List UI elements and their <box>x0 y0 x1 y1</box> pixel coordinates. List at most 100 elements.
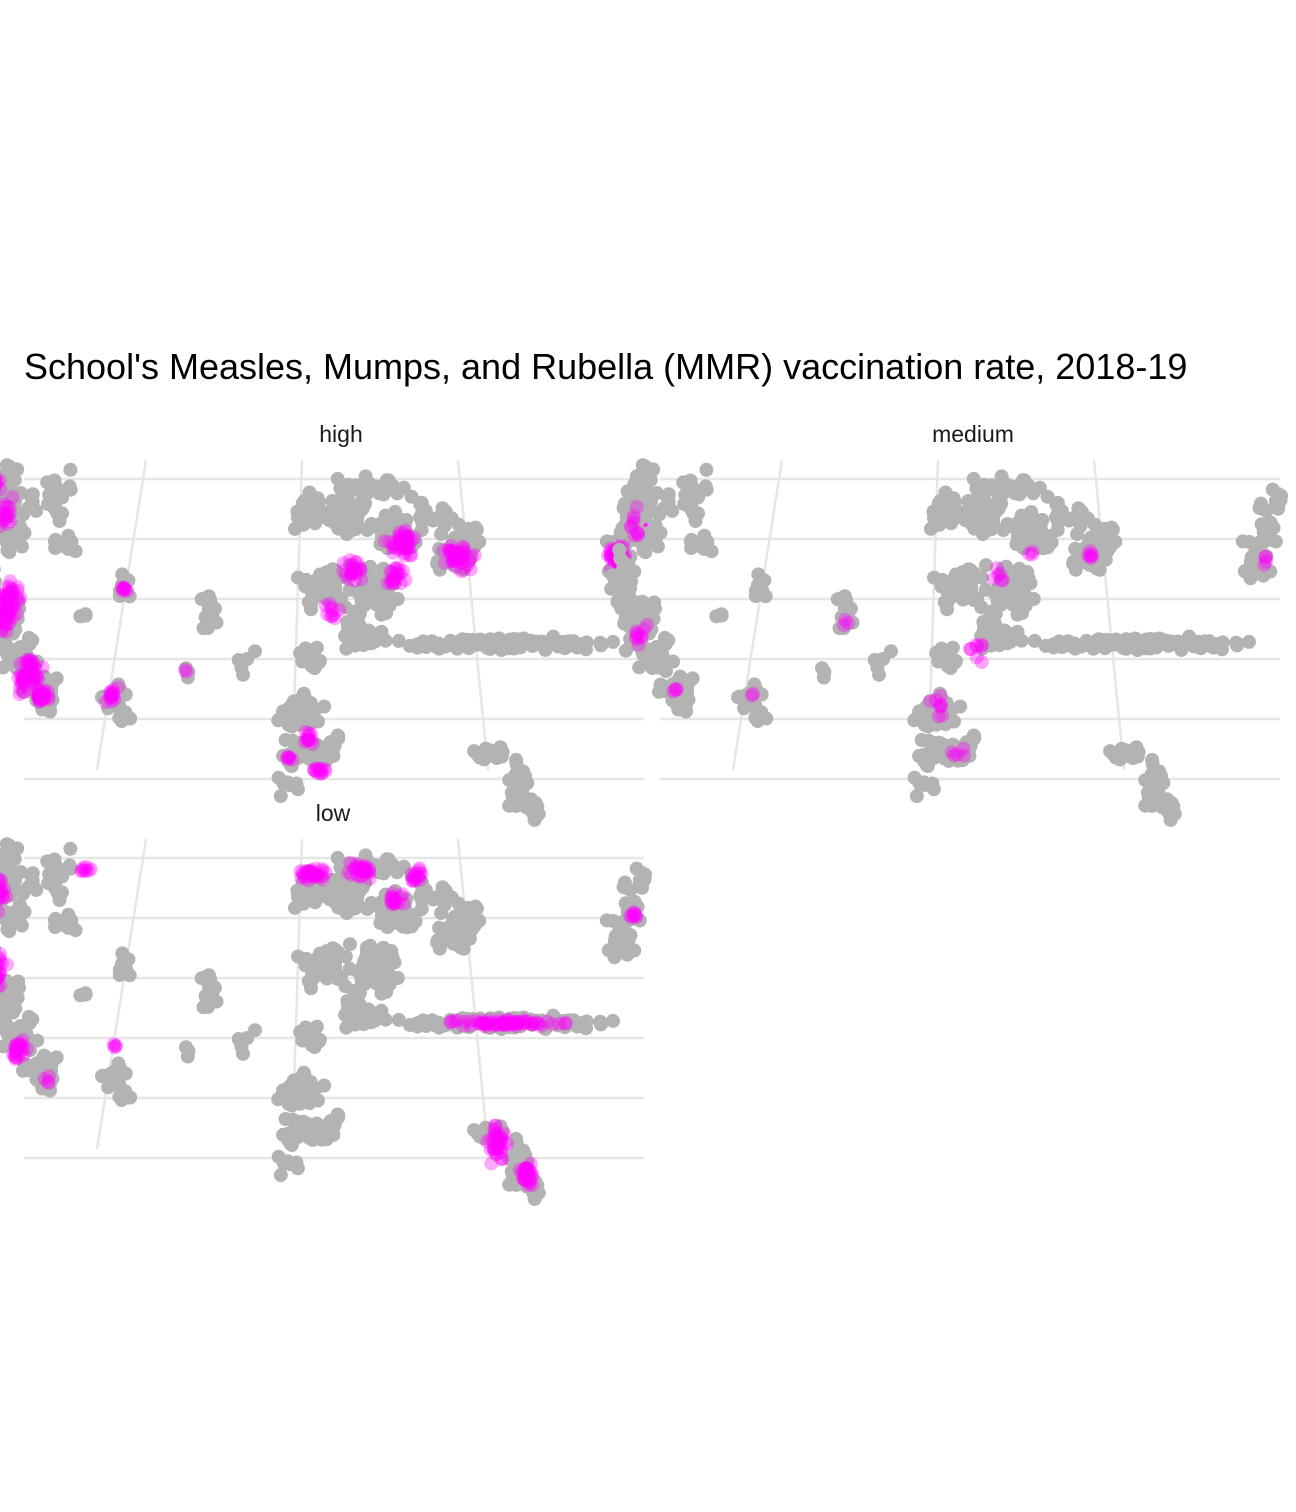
highlight-point <box>0 592 10 607</box>
highlight-point <box>31 691 46 705</box>
school-point <box>0 610 7 625</box>
highlight-point <box>32 690 47 705</box>
school-point <box>331 945 346 960</box>
highlight-point <box>441 543 456 558</box>
school-point <box>0 584 1 593</box>
highlight-point <box>314 762 329 776</box>
school-point <box>920 759 935 773</box>
school-point <box>1023 530 1038 545</box>
school-point <box>0 599 11 614</box>
school-point <box>307 1040 322 1055</box>
school-point <box>366 571 381 585</box>
highlight-point <box>0 617 14 632</box>
school-point <box>924 738 939 753</box>
highlight-point <box>324 600 339 615</box>
school-point <box>44 685 59 699</box>
highlight-point <box>41 692 56 707</box>
highlight-point <box>179 664 194 679</box>
highlight-point <box>398 523 413 538</box>
highlight-point <box>0 499 12 514</box>
highlight-point <box>1 581 16 595</box>
school-point <box>651 644 666 659</box>
highlight-point <box>26 668 41 683</box>
highlight-point <box>558 1016 573 1031</box>
highlight-point <box>13 656 28 671</box>
highlight-point <box>0 590 11 605</box>
school-point <box>313 567 327 582</box>
school-point <box>284 702 299 717</box>
school-point <box>291 570 305 585</box>
highlight-point <box>10 590 24 605</box>
highlight-point <box>34 689 49 704</box>
school-point <box>684 541 699 555</box>
school-point <box>288 738 303 753</box>
school-point <box>347 518 362 533</box>
highlight-point <box>388 569 403 584</box>
school-point <box>118 705 133 720</box>
highlight-point <box>990 561 1005 576</box>
school-point <box>912 777 927 792</box>
school-point <box>1122 637 1137 652</box>
school-point <box>47 877 62 892</box>
highlight-point <box>297 735 312 749</box>
highlight-point <box>386 576 401 591</box>
highlight-point <box>380 576 395 591</box>
school-point <box>388 505 403 519</box>
school-point <box>416 634 431 649</box>
highlight-point <box>0 485 2 493</box>
school-point <box>47 498 62 513</box>
highlight-point <box>0 600 15 615</box>
highlight-point <box>405 873 420 888</box>
school-point <box>1070 527 1085 542</box>
highlight-point <box>400 535 415 550</box>
highlight-point <box>32 689 46 704</box>
school-point <box>579 642 593 657</box>
school-point <box>635 880 650 895</box>
highlight-point <box>2 594 17 609</box>
highlight-point <box>491 1130 506 1145</box>
school-point <box>1202 634 1217 649</box>
highlight-point <box>104 689 119 704</box>
school-point <box>353 504 368 519</box>
school-point <box>0 471 10 486</box>
school-point <box>294 894 309 909</box>
highlight-point <box>2 592 17 607</box>
school-point <box>967 566 982 581</box>
highlight-point <box>326 607 341 622</box>
school-point <box>527 1191 542 1206</box>
highlight-point <box>308 764 322 778</box>
highlight-point <box>0 512 14 527</box>
highlight-point <box>281 752 296 767</box>
highlight-point <box>388 892 403 907</box>
highlight-point <box>178 663 193 677</box>
highlight-point <box>444 554 459 569</box>
highlight-point <box>31 684 46 699</box>
highlight-point <box>404 548 419 563</box>
highlight-point <box>402 540 416 555</box>
school-point <box>317 699 332 714</box>
highlight-point <box>24 664 39 679</box>
highlight-point <box>25 675 40 690</box>
school-point <box>16 1063 30 1078</box>
highlight-point <box>317 762 332 777</box>
highlight-point <box>310 766 325 781</box>
school-point <box>353 883 368 898</box>
panel-medium <box>604 458 1288 827</box>
school-point <box>207 980 222 995</box>
highlight-point <box>744 688 759 703</box>
school-point <box>469 522 484 537</box>
school-point <box>970 520 984 535</box>
highlight-point <box>396 526 411 541</box>
highlight-point <box>36 686 51 701</box>
highlight-point <box>32 694 47 709</box>
highlight-point <box>400 528 415 543</box>
highlight-point <box>293 864 308 879</box>
highlight-point <box>0 477 1 485</box>
highlight-point <box>15 677 29 692</box>
school-point <box>281 717 296 732</box>
school-point <box>8 622 23 637</box>
highlight-point <box>545 1017 560 1032</box>
highlight-point <box>0 597 11 612</box>
gridline-lon-2 <box>456 459 490 771</box>
school-point <box>836 621 851 636</box>
